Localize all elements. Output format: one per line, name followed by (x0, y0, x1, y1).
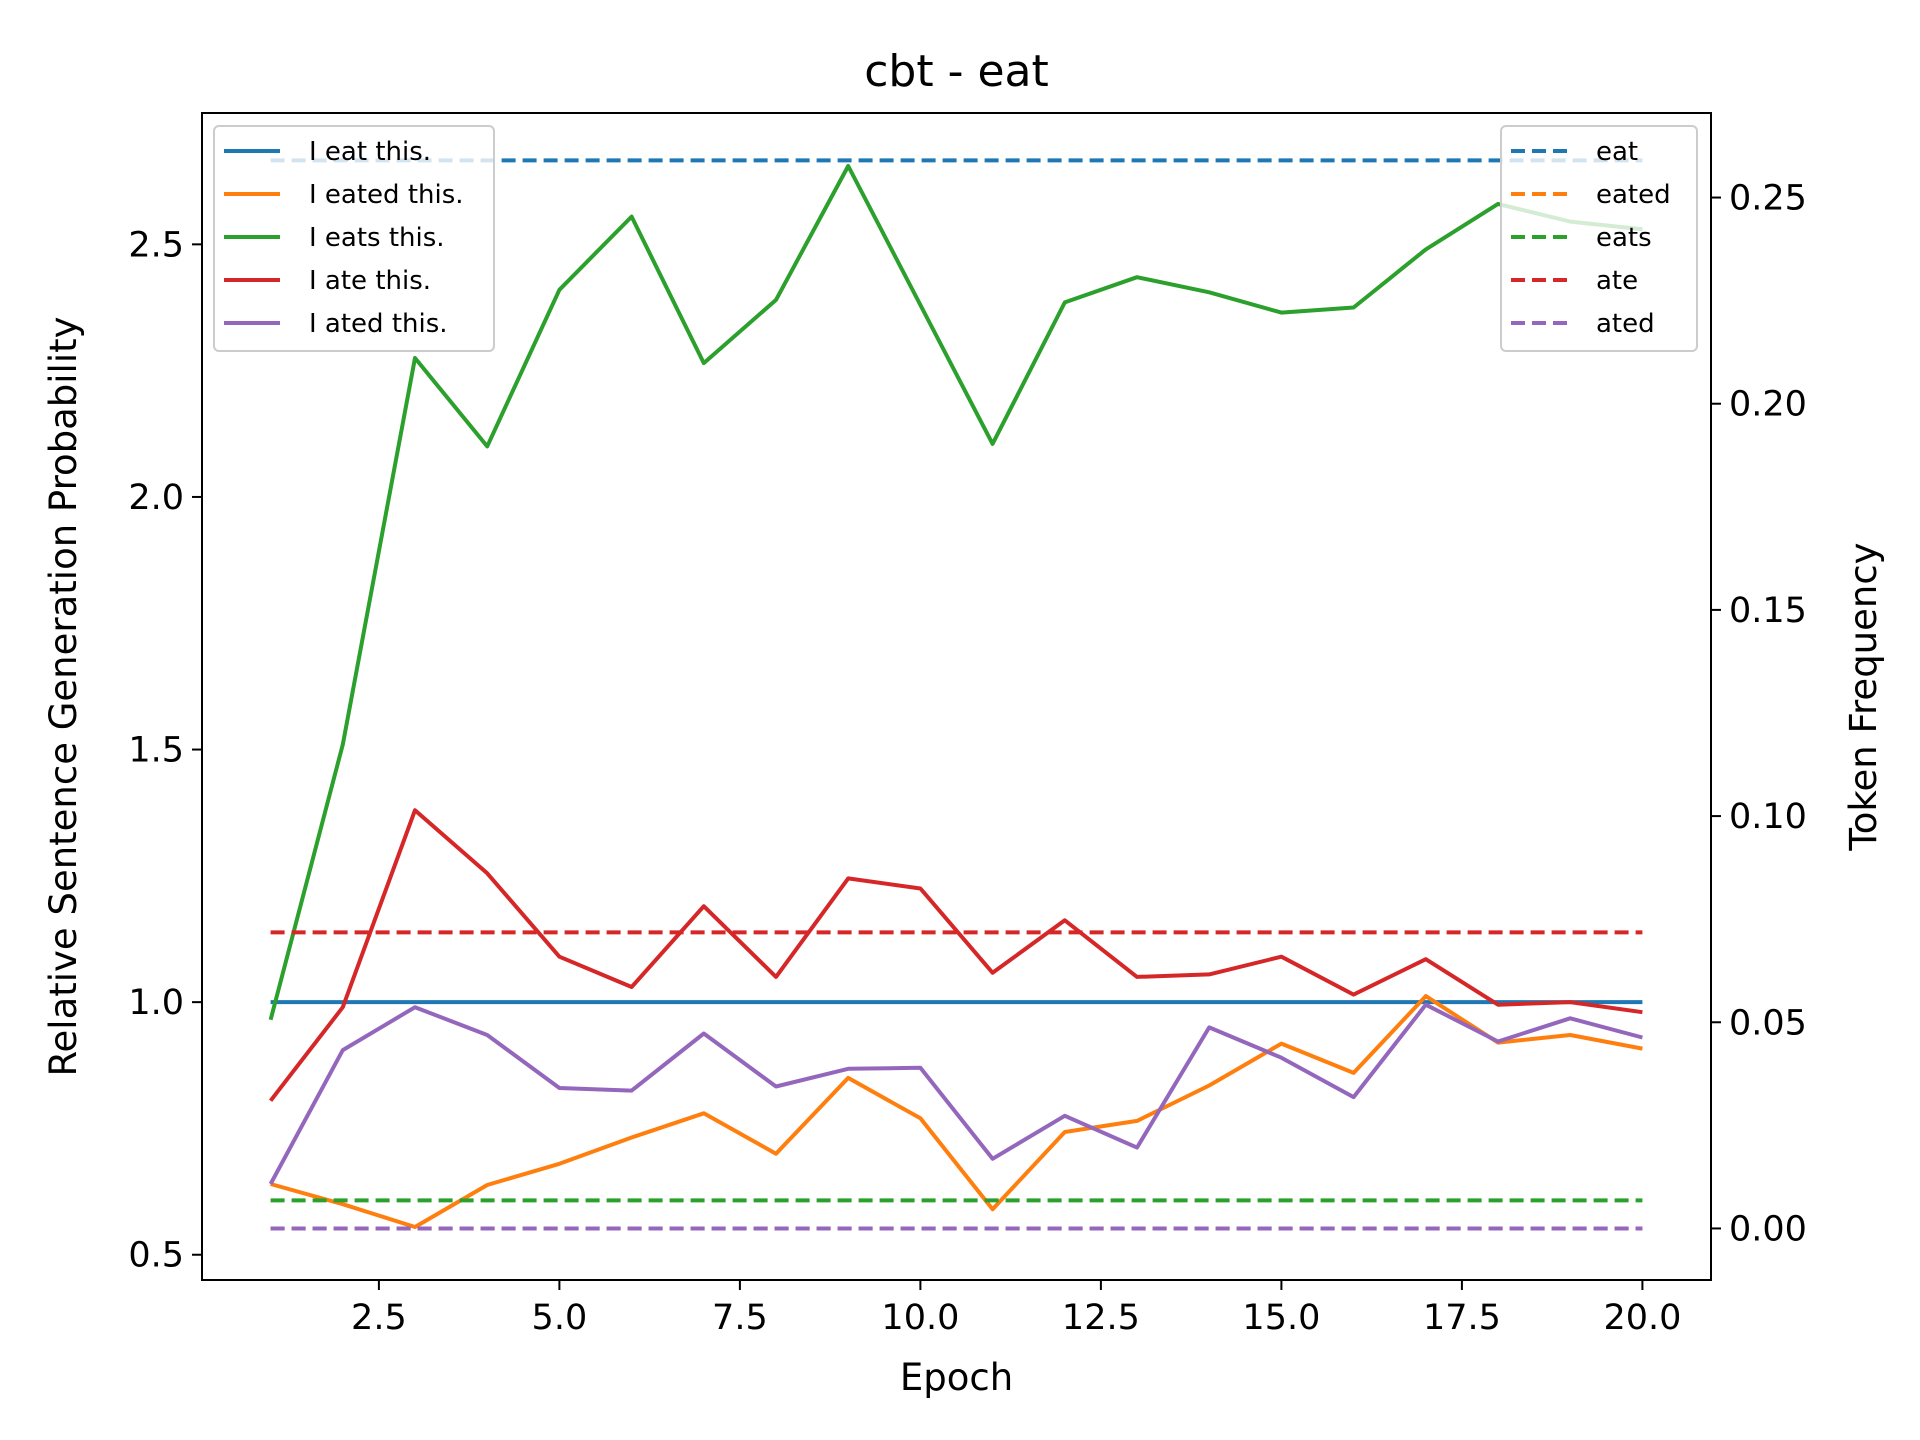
right-y-tick-label: 0.15 (1729, 591, 1807, 631)
left-y-tick-label: 2.0 (128, 478, 184, 518)
x-axis-label: Epoch (900, 1356, 1013, 1399)
left-y-tick-label: 2.5 (128, 225, 184, 265)
x-tick-label: 12.5 (1062, 1298, 1140, 1338)
legend-label-i-ate-this: I ate this. (309, 266, 431, 296)
x-tick-label: 15.0 (1242, 1298, 1320, 1338)
prob-line-i-ated-this (268, 1002, 1643, 1185)
legend-label-i-eat-this: I eat this. (309, 137, 431, 167)
legend-label-eats: eats (1596, 223, 1652, 253)
right-y-axis-ticks: 0.00 0.05 0.10 0.15 0.20 0.25 (1711, 179, 1807, 1249)
right-y-tick-label: 0.00 (1729, 1209, 1807, 1249)
legend-label-i-eated-this: I eated this. (309, 180, 464, 210)
chart-title: cbt - eat (864, 46, 1049, 97)
legend-left: I eat this. I eated this. I eats this. I at… (213, 125, 495, 352)
plot-frame (201, 112, 1712, 1281)
legend-label-i-ated-this: I ated this. (309, 309, 448, 339)
x-tick-label: 20.0 (1603, 1298, 1681, 1338)
legend-right: eat eated eats ate ated (1500, 125, 1698, 352)
legend-label-eat: eat (1596, 137, 1638, 167)
right-y-tick-label: 0.10 (1729, 797, 1807, 837)
left-y-axis-label: Relative Sentence Generation Probability (42, 316, 85, 1076)
legend-label-i-eats-this: I eats this. (309, 223, 445, 253)
legend-label-eated: eated (1596, 180, 1671, 210)
left-y-tick-label: 1.5 (128, 731, 184, 771)
right-y-axis-label: Token Frequency (1842, 542, 1885, 851)
left-y-tick-label: 0.5 (128, 1236, 184, 1276)
x-tick-label: 5.0 (532, 1298, 588, 1338)
legend-label-ated: ated (1596, 309, 1655, 339)
left-y-axis-ticks: 0.5 1.0 1.5 2.0 2.5 (128, 225, 202, 1276)
x-tick-label: 17.5 (1423, 1298, 1501, 1338)
right-y-tick-label: 0.20 (1729, 385, 1807, 425)
prob-line-i-eats-this (268, 164, 1643, 1021)
legend-box (1500, 125, 1698, 352)
prob-line-i-eated-this (270, 994, 1643, 1229)
legend-label-ate: ate (1596, 266, 1638, 296)
legend-box (213, 125, 495, 352)
right-y-tick-label: 0.25 (1729, 179, 1807, 219)
x-tick-label: 7.5 (712, 1298, 768, 1338)
x-axis-ticks: 2.5 5.0 7.5 10.0 12.5 15.0 17.5 20.0 (351, 1280, 1681, 1338)
x-tick-label: 2.5 (351, 1298, 407, 1338)
right-y-tick-label: 0.05 (1729, 1003, 1807, 1043)
x-tick-label: 10.0 (881, 1298, 959, 1338)
left-y-tick-label: 1.0 (128, 983, 184, 1023)
plot-lines (268, 158, 1643, 1231)
